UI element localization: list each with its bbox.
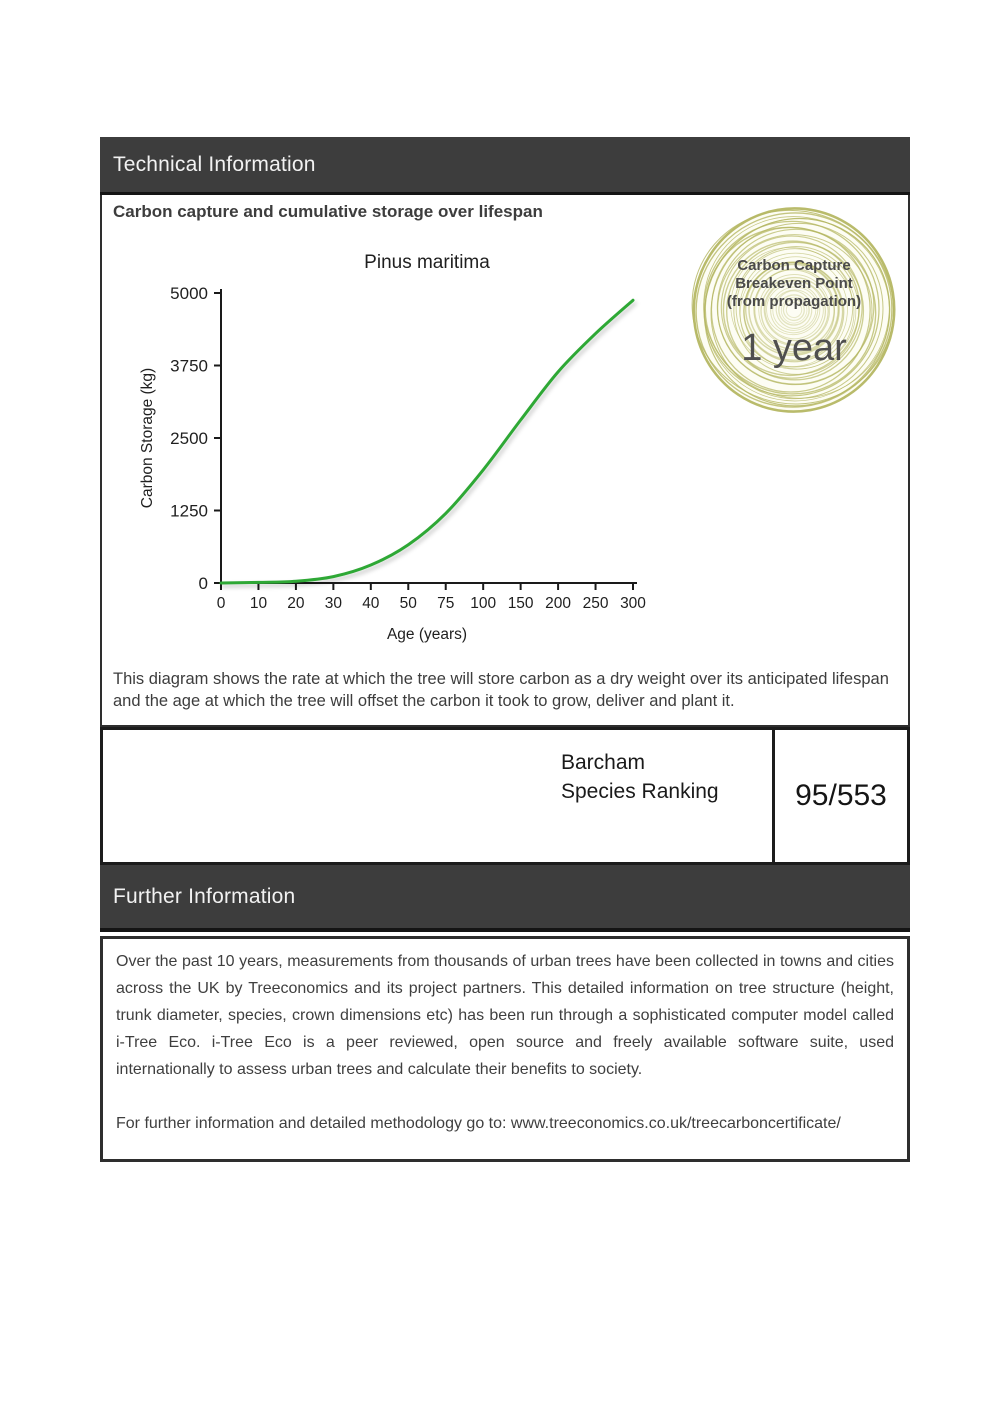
svg-text:150: 150 bbox=[508, 595, 534, 612]
further-information-paragraph: Over the past 10 years, measurements fro… bbox=[116, 953, 894, 1078]
svg-text:1250: 1250 bbox=[170, 502, 208, 521]
badge-caption-line2: Breakeven Point bbox=[735, 275, 853, 292]
breakeven-badge-caption: Carbon Capture Breakeven Point (from pro… bbox=[686, 257, 902, 311]
svg-text:100: 100 bbox=[470, 595, 496, 612]
svg-text:5000: 5000 bbox=[170, 284, 208, 303]
chart-description: This diagram shows the rate at which the… bbox=[113, 670, 889, 710]
species-ranking-label: Barcham Species Ranking bbox=[561, 748, 719, 806]
ranking-label-line2: Species Ranking bbox=[561, 780, 719, 803]
badge-caption-line1: Carbon Capture bbox=[737, 257, 851, 274]
further-information-panel: Over the past 10 years, measurements fro… bbox=[100, 936, 910, 1162]
x-axis-label: Age (years) bbox=[387, 626, 467, 643]
svg-text:2500: 2500 bbox=[170, 429, 208, 448]
svg-text:40: 40 bbox=[362, 595, 380, 612]
chart-tick-labels: 0 1250 2500 3750 5000 0 10 20 30 40 50 75 100 150 200 2… bbox=[170, 284, 646, 612]
badge-caption-line3: (from propagation) bbox=[726, 293, 862, 310]
svg-text:10: 10 bbox=[250, 595, 268, 612]
species-ranking-panel: Barcham Species Ranking 95/553 bbox=[100, 727, 910, 865]
carbon-storage-curve bbox=[219, 298, 635, 585]
chart-panel-subtitle: Carbon capture and cumulative storage ov… bbox=[113, 202, 543, 221]
tree-rings-icon bbox=[691, 207, 896, 413]
svg-text:200: 200 bbox=[545, 595, 571, 612]
further-information-title: Further Information bbox=[113, 884, 296, 908]
svg-text:300: 300 bbox=[620, 595, 646, 612]
carbon-storage-line-chart: Pinus maritima 0 1250 2500 3750 5000 0 10 20 30 4… bbox=[139, 252, 646, 643]
svg-text:30: 30 bbox=[325, 595, 343, 612]
svg-text:3750: 3750 bbox=[170, 357, 208, 376]
svg-text:20: 20 bbox=[287, 595, 305, 612]
ranking-label-line1: Barcham bbox=[561, 751, 646, 774]
svg-text:50: 50 bbox=[400, 595, 418, 612]
y-axis-label: Carbon Storage (kg) bbox=[139, 368, 156, 508]
methodology-link[interactable]: For further information and detailed met… bbox=[116, 1115, 841, 1132]
svg-text:75: 75 bbox=[437, 595, 454, 612]
breakeven-badge: Carbon Capture Breakeven Point (from pro… bbox=[686, 201, 902, 417]
further-information-header: Further Information bbox=[100, 865, 910, 932]
breakeven-value: 1 year bbox=[741, 327, 847, 369]
species-ranking-value: 95/553 bbox=[772, 730, 907, 862]
chart-title: Pinus maritima bbox=[364, 252, 490, 273]
carbon-capture-chart-panel: Carbon capture and cumulative storage ov… bbox=[100, 195, 910, 727]
svg-text:0: 0 bbox=[217, 595, 226, 612]
svg-text:250: 250 bbox=[583, 595, 609, 612]
svg-text:0: 0 bbox=[199, 574, 208, 593]
chart-axes bbox=[214, 289, 637, 590]
technical-information-title: Technical Information bbox=[113, 152, 316, 176]
technical-information-header: Technical Information bbox=[100, 137, 910, 195]
